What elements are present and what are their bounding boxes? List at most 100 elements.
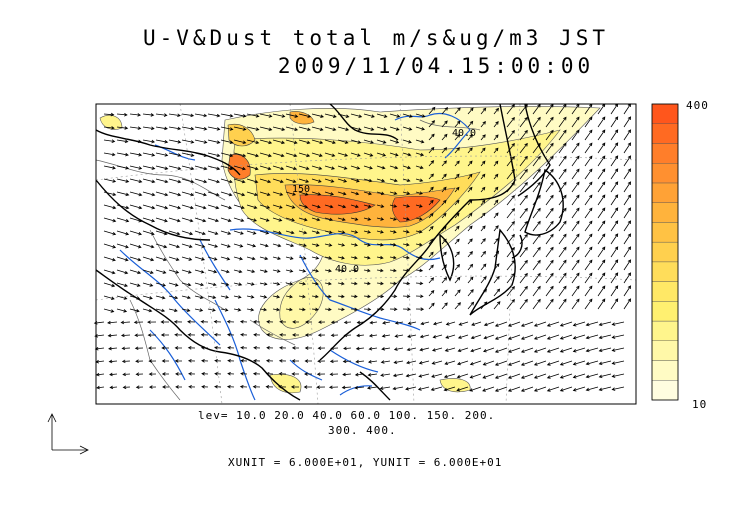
wind-arrow xyxy=(292,320,300,324)
wind-arrow xyxy=(181,256,193,261)
wind-arrow xyxy=(181,282,192,287)
wind-arrow xyxy=(376,242,384,247)
wind-arrow xyxy=(363,178,373,183)
wind-arrow xyxy=(571,246,580,258)
colorbar-swatch xyxy=(651,103,679,124)
wind-arrow xyxy=(168,217,181,223)
wind-arrow xyxy=(103,243,117,249)
wind-arrow xyxy=(428,146,435,154)
wind-arrow xyxy=(559,373,573,379)
wind-arrow xyxy=(480,238,486,245)
wind-arrow xyxy=(155,113,168,117)
wind-arrow xyxy=(546,321,560,327)
wind-arrow xyxy=(493,263,500,271)
wind-arrow xyxy=(363,126,375,131)
wind-arrow xyxy=(428,160,435,167)
wind-arrow xyxy=(316,372,326,376)
wind-arrow xyxy=(493,173,499,180)
contour-labels: 40.0 150 40.0 xyxy=(292,128,476,275)
wind-arrow xyxy=(246,295,255,299)
wind-arrow xyxy=(174,359,183,363)
wind-arrow xyxy=(467,289,474,297)
wind-arrow xyxy=(311,113,325,118)
wind-arrow xyxy=(494,373,508,379)
wind-arrow xyxy=(363,204,372,208)
wind-arrow xyxy=(584,168,593,180)
wind-arrow xyxy=(402,126,413,131)
coastlines xyxy=(95,103,564,401)
wind-arrow xyxy=(467,276,474,284)
wind-arrow xyxy=(506,142,515,154)
wind-arrow xyxy=(220,191,233,197)
wind-arrow xyxy=(431,347,443,352)
wind-arrow xyxy=(311,281,319,286)
wind-arrow xyxy=(545,168,554,180)
wind-arrow xyxy=(480,212,486,219)
wind-arrow xyxy=(519,116,528,128)
wind-arrow xyxy=(108,346,118,351)
wind-arrow xyxy=(558,155,567,167)
wind-arrow xyxy=(350,152,361,157)
wind-arrow xyxy=(389,113,401,118)
wind-arrow xyxy=(558,129,567,141)
wind-arrow xyxy=(121,359,131,364)
wind-arrow xyxy=(265,385,274,389)
wind-arrow xyxy=(623,116,632,128)
wind-arrow xyxy=(430,386,443,391)
wind-arrow xyxy=(350,255,358,260)
wind-arrow xyxy=(402,268,410,273)
wind-arrow xyxy=(415,204,423,208)
wind-arrow xyxy=(116,269,129,275)
wind-arrow xyxy=(285,230,295,235)
wind-arrow xyxy=(350,230,359,234)
wind-arrow xyxy=(441,264,447,271)
wind-arrow xyxy=(129,295,141,300)
wind-arrow xyxy=(350,307,359,312)
wind-arrow xyxy=(103,204,117,210)
wind-arrow xyxy=(454,238,460,245)
wind-arrow xyxy=(233,230,244,235)
rivers xyxy=(119,112,471,401)
wind-arrow xyxy=(610,194,619,206)
wind-arrow xyxy=(389,204,398,208)
wind-arrow xyxy=(467,251,473,258)
wind-arrow xyxy=(480,107,487,115)
wind-arrow xyxy=(259,139,273,145)
wind-arrow xyxy=(259,191,271,196)
wind-arrow xyxy=(482,373,495,379)
wind-arrow xyxy=(456,386,469,392)
wind-arrow xyxy=(324,243,333,247)
wind-arrow xyxy=(181,243,193,248)
wind-arrow xyxy=(367,373,378,377)
wind-arrow xyxy=(239,320,248,324)
wind-arrow xyxy=(571,207,580,219)
wind-arrow xyxy=(155,152,169,157)
wind-arrow xyxy=(116,308,128,313)
wind-arrow xyxy=(441,133,448,141)
wind-arrow xyxy=(109,372,118,377)
wind-arrow xyxy=(350,268,358,273)
colorbar-swatch xyxy=(651,241,679,263)
wind-arrow xyxy=(389,126,400,131)
wind-arrow xyxy=(402,139,412,144)
wind-arrow xyxy=(342,372,352,377)
wind-arrow xyxy=(457,334,469,339)
wind-arrow xyxy=(545,181,554,193)
wind-arrow xyxy=(454,133,461,141)
wind-arrow xyxy=(265,359,274,363)
colorbar-swatch xyxy=(651,143,679,164)
wind-arrow xyxy=(239,385,248,389)
wind-arrow xyxy=(441,276,448,284)
wind-arrow xyxy=(389,281,398,286)
wind-arrow xyxy=(350,126,362,131)
wind-arrow xyxy=(597,298,606,310)
wind-arrow xyxy=(240,359,248,363)
wind-arrow xyxy=(623,155,632,167)
wind-arrow xyxy=(389,178,398,183)
wind-arrow xyxy=(107,320,118,325)
wind-arrow xyxy=(558,116,567,128)
wind-arrow xyxy=(443,373,456,379)
wind-arrow xyxy=(454,147,460,154)
wind-arrow xyxy=(467,238,473,245)
